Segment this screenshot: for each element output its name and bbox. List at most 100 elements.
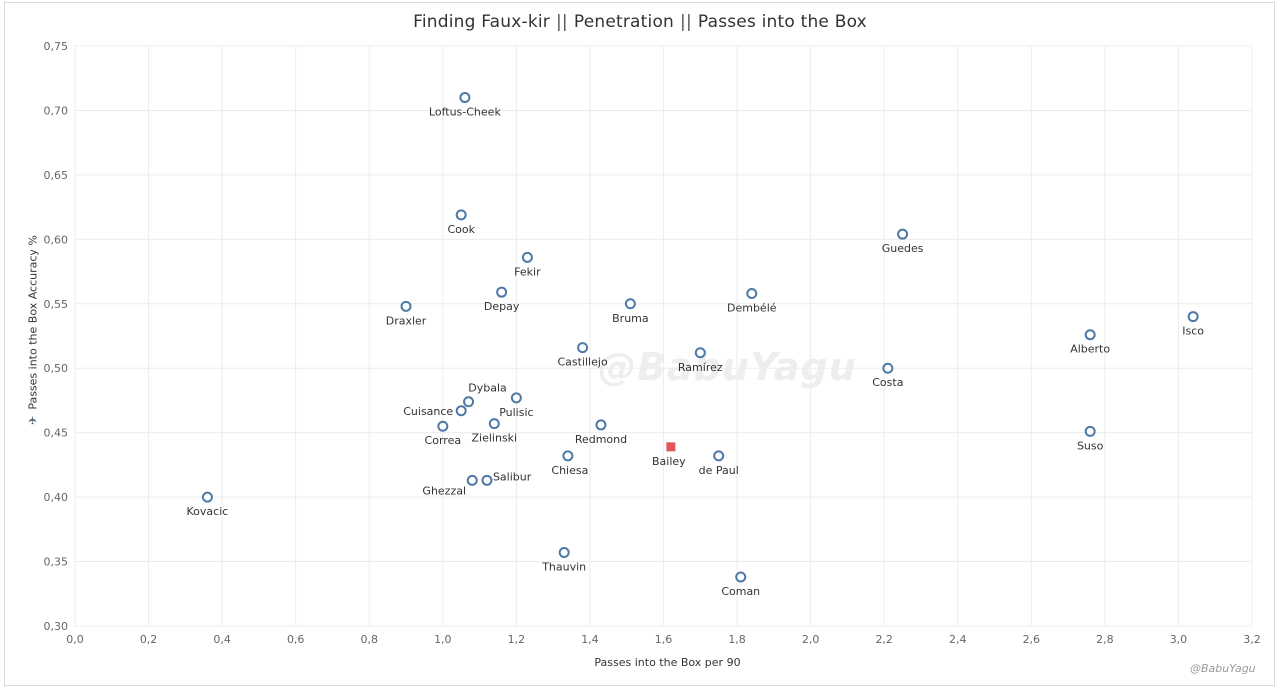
y-tick-label: 0,40 [44, 491, 69, 504]
point-label: Coman [721, 585, 760, 598]
title-part-1: Finding Faux-kir [413, 12, 550, 32]
scatter-point [481, 474, 493, 486]
y-tick-label: 0,30 [44, 620, 69, 633]
x-axis-title: Passes into the Box per 90 [594, 656, 741, 669]
point-label: Redmond [575, 433, 627, 446]
point-label: Bailey [652, 455, 686, 468]
y-axis-title-text: Passes into the Box Accuracy % [26, 235, 40, 410]
x-tick-label: 2,2 [875, 633, 893, 646]
point-label: Loftus-Cheek [429, 106, 502, 119]
x-axis-ticks: 0,0 0,2 0,4 0,6 0,8 1,0 1,2 1,4 1,6 1,8 2,0 2,2 2,4 2… [66, 633, 1261, 646]
scatter-point [521, 251, 533, 263]
point-label: Pulisic [499, 406, 533, 419]
point-label: Costa [872, 376, 903, 389]
title-separator-2: || [680, 12, 692, 32]
x-tick-label: 0,2 [140, 633, 158, 646]
x-tick-label: 0,4 [213, 633, 231, 646]
point-label: Guedes [882, 242, 924, 255]
scatter-point [466, 474, 478, 486]
x-tick-label: 2,0 [802, 633, 820, 646]
point-label: Dembélé [727, 301, 777, 314]
y-tick-label: 0,45 [44, 427, 69, 440]
title-part-3: Passes into the Box [697, 12, 867, 32]
credit-text: @BabuYagu [1190, 662, 1256, 675]
scatter-point [437, 420, 449, 432]
chart-frame [4, 2, 1275, 686]
scatter-point [897, 228, 909, 240]
watermark-text: @BabuYagu [598, 345, 857, 389]
scatter-point [624, 298, 636, 310]
scatter-point [1084, 425, 1096, 437]
point-label: Castillejo [557, 356, 607, 369]
x-tick-label: 2,6 [1023, 633, 1041, 646]
point-label: Chiesa [551, 464, 588, 477]
point-label: Isco [1182, 325, 1204, 338]
point-label: Cook [447, 223, 475, 236]
x-tick-label: 1,2 [508, 633, 526, 646]
title-separator-1: || [555, 12, 568, 32]
x-tick-label: 1,4 [581, 633, 599, 646]
x-tick-label: 3,0 [1170, 633, 1188, 646]
point-label: Draxler [386, 314, 427, 327]
point-label: Bruma [612, 312, 649, 325]
y-tick-label: 0,75 [44, 40, 69, 53]
point-label: Salibur [493, 470, 532, 483]
scatter-point [577, 342, 589, 354]
scatter-point [488, 418, 500, 430]
y-axis-title: ✈ Passes into the Box Accuracy % [27, 235, 40, 425]
point-label: Ghezzal [422, 484, 466, 497]
scatter-point [463, 396, 475, 408]
point-label: Ramírez [678, 361, 723, 374]
chart-title: Finding Faux-kir || Penetration || Passes in… [0, 12, 1280, 32]
scatter-point [201, 491, 213, 503]
scatter-point [455, 209, 467, 221]
point-label: Alberto [1070, 343, 1110, 356]
point-label: Dybala [468, 382, 507, 395]
scatter-point [1187, 311, 1199, 323]
y-tick-label: 0,50 [44, 362, 69, 375]
point-label: de Paul [699, 464, 739, 477]
point-label: Kovacic [187, 505, 229, 518]
scatter-point [595, 419, 607, 431]
y-axis-ticks: 0,30 0,35 0,40 0,45 0,50 0,55 0,60 0,65 0,70 0,75 [44, 40, 69, 633]
x-tick-label: 0,0 [66, 633, 84, 646]
point-label: Depay [484, 300, 520, 313]
x-tick-label: 0,8 [361, 633, 379, 646]
scatter-point [694, 347, 706, 359]
data-points: Loftus-Cheek Cook Guedes Fekir Depay Dembélé D… [187, 92, 1204, 598]
scatter-point [562, 450, 574, 462]
point-label: Thauvin [541, 561, 586, 574]
point-label: Zielinski [472, 432, 518, 445]
x-tick-label: 1,8 [728, 633, 746, 646]
point-label: Correa [425, 434, 462, 447]
scatter-point [496, 286, 508, 298]
grid-lines [74, 45, 1253, 627]
highlight-point [666, 442, 676, 452]
scatter-point [400, 300, 412, 312]
y-tick-label: 0,55 [44, 298, 69, 311]
title-part-2: Penetration [573, 12, 675, 32]
y-tick-label: 0,35 [44, 556, 69, 569]
x-tick-label: 0,6 [287, 633, 305, 646]
pin-icon: ✈ [26, 415, 40, 425]
scatter-point [735, 571, 747, 583]
scatter-point [455, 405, 467, 417]
y-tick-label: 0,65 [44, 169, 69, 182]
y-tick-label: 0,70 [44, 104, 69, 117]
x-tick-label: 2,8 [1096, 633, 1114, 646]
x-tick-label: 1,0 [434, 633, 452, 646]
scatter-point [713, 450, 725, 462]
y-tick-label: 0,60 [44, 233, 69, 246]
x-tick-label: 1,6 [655, 633, 673, 646]
scatter-point [558, 547, 570, 559]
x-tick-label: 3,2 [1243, 633, 1261, 646]
point-label: Fekir [514, 265, 541, 278]
scatter-point [1084, 329, 1096, 341]
point-label: Cuisance [403, 405, 453, 418]
point-label: Suso [1077, 439, 1104, 452]
scatter-point [746, 287, 758, 299]
x-tick-label: 2,4 [949, 633, 967, 646]
scatter-point [882, 362, 894, 374]
scatter-point [459, 92, 471, 104]
